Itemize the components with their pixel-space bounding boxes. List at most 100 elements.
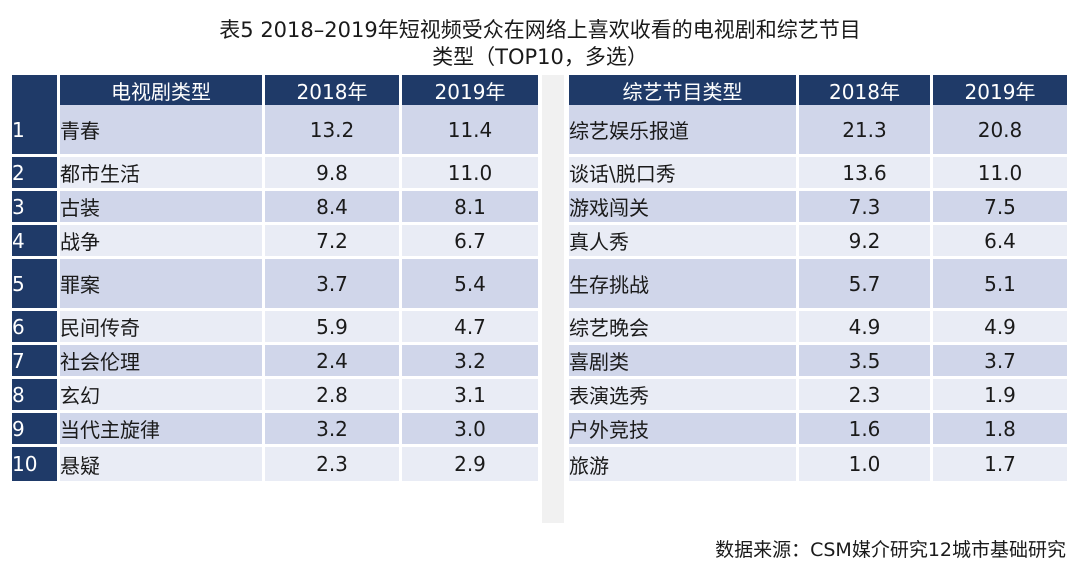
value-2019-cell: 1.7	[933, 447, 1067, 481]
drama-type-cell: 战争	[60, 225, 265, 259]
value-2019-cell: 6.7	[402, 225, 538, 259]
variety-show-table: 综艺节目类型 2018年 2019年 综艺娱乐报道 21.3 20.8 谈话\脱口秀 1…	[569, 75, 1067, 481]
table-row: 8 玄幻 2.8 3.1	[12, 379, 538, 413]
rank-cell: 4	[12, 225, 60, 259]
drama-type-cell: 当代主旋律	[60, 413, 265, 447]
value-2018-cell: 1.6	[799, 413, 933, 447]
value-2019-cell: 11.4	[402, 105, 538, 157]
value-2018-cell: 8.4	[265, 191, 402, 225]
rank-cell: 6	[12, 311, 60, 345]
table-row: 10 悬疑 2.3 2.9	[12, 447, 538, 481]
table-row: 1 青春 13.2 11.4	[12, 105, 538, 157]
table-row: 2 都市生活 9.8 11.0	[12, 157, 538, 191]
value-2018-cell: 2.8	[265, 379, 402, 413]
table-title-line-2: 类型（TOP10，多选）	[432, 45, 648, 69]
variety-type-cell: 旅游	[569, 447, 799, 481]
value-2018-cell: 13.2	[265, 105, 402, 157]
value-2019-cell: 8.1	[402, 191, 538, 225]
value-2019-cell: 5.1	[933, 259, 1067, 311]
variety-type-cell: 综艺晚会	[569, 311, 799, 345]
value-2018-cell: 9.8	[265, 157, 402, 191]
data-source: 数据来源：CSM媒介研究12城市基础研究	[715, 539, 1066, 561]
table-row: 7 社会伦理 2.4 3.2	[12, 345, 538, 379]
variety-type-cell: 综艺娱乐报道	[569, 105, 799, 157]
value-2018-cell: 2.3	[265, 447, 402, 481]
drama-type-cell: 古装	[60, 191, 265, 225]
rank-cell: 8	[12, 379, 60, 413]
table-row: 表演选秀 2.3 1.9	[569, 379, 1067, 413]
value-2018-cell: 7.3	[799, 191, 933, 225]
table-row: 游戏闯关 7.3 7.5	[569, 191, 1067, 225]
variety-type-cell: 谈话\脱口秀	[569, 157, 799, 191]
table-row: 综艺晚会 4.9 4.9	[569, 311, 1067, 345]
value-2019-cell: 20.8	[933, 105, 1067, 157]
value-2018-cell: 3.2	[265, 413, 402, 447]
value-2018-cell: 4.9	[799, 311, 933, 345]
rank-cell: 1	[12, 105, 60, 157]
variety-type-cell: 户外竞技	[569, 413, 799, 447]
table-divider	[542, 75, 564, 523]
table-row: 生存挑战 5.7 5.1	[569, 259, 1067, 311]
value-2019-cell: 11.0	[933, 157, 1067, 191]
rank-cell: 7	[12, 345, 60, 379]
table-row: 综艺娱乐报道 21.3 20.8	[569, 105, 1067, 157]
variety-type-cell: 喜剧类	[569, 345, 799, 379]
year-2018-header: 2018年	[799, 75, 933, 105]
table-row: 3 古装 8.4 8.1	[12, 191, 538, 225]
value-2019-cell: 1.9	[933, 379, 1067, 413]
year-2018-header: 2018年	[265, 75, 402, 105]
rank-cell: 9	[12, 413, 60, 447]
rank-cell: 3	[12, 191, 60, 225]
value-2019-cell: 11.0	[402, 157, 538, 191]
drama-type-cell: 罪案	[60, 259, 265, 311]
drama-type-cell: 青春	[60, 105, 265, 157]
value-2019-cell: 7.5	[933, 191, 1067, 225]
year-2019-header: 2019年	[933, 75, 1067, 105]
drama-type-cell: 社会伦理	[60, 345, 265, 379]
value-2018-cell: 7.2	[265, 225, 402, 259]
table-row: 9 当代主旋律 3.2 3.0	[12, 413, 538, 447]
rank-header	[12, 75, 60, 105]
year-2019-header: 2019年	[402, 75, 538, 105]
value-2019-cell: 4.9	[933, 311, 1067, 345]
rank-cell: 2	[12, 157, 60, 191]
value-2018-cell: 3.7	[265, 259, 402, 311]
table-row: 4 战争 7.2 6.7	[12, 225, 538, 259]
table-row: 谈话\脱口秀 13.6 11.0	[569, 157, 1067, 191]
value-2019-cell: 3.7	[933, 345, 1067, 379]
table-row: 6 民间传奇 5.9 4.7	[12, 311, 538, 345]
table-row: 户外竞技 1.6 1.8	[569, 413, 1067, 447]
table-row: 旅游 1.0 1.7	[569, 447, 1067, 481]
variety-type-cell: 游戏闯关	[569, 191, 799, 225]
value-2019-cell: 3.1	[402, 379, 538, 413]
rank-cell: 10	[12, 447, 60, 481]
value-2018-cell: 13.6	[799, 157, 933, 191]
value-2019-cell: 6.4	[933, 225, 1067, 259]
value-2018-cell: 9.2	[799, 225, 933, 259]
value-2018-cell: 2.3	[799, 379, 933, 413]
tv-drama-table: 电视剧类型 2018年 2019年 1 青春 13.2 11.4 2 都市生活 9.8 11.…	[12, 75, 538, 481]
value-2019-cell: 3.2	[402, 345, 538, 379]
variety-type-cell: 真人秀	[569, 225, 799, 259]
table-row: 真人秀 9.2 6.4	[569, 225, 1067, 259]
value-2019-cell: 3.0	[402, 413, 538, 447]
value-2019-cell: 4.7	[402, 311, 538, 345]
tv-drama-header-row: 电视剧类型 2018年 2019年	[12, 75, 538, 105]
table-title-line-1: 表5 2018–2019年短视频受众在网络上喜欢收看的电视剧和综艺节目	[219, 18, 861, 42]
drama-type-header: 电视剧类型	[60, 75, 265, 105]
value-2019-cell: 5.4	[402, 259, 538, 311]
value-2018-cell: 3.5	[799, 345, 933, 379]
value-2018-cell: 5.9	[265, 311, 402, 345]
variety-type-header: 综艺节目类型	[569, 75, 799, 105]
variety-header-row: 综艺节目类型 2018年 2019年	[569, 75, 1067, 105]
value-2018-cell: 5.7	[799, 259, 933, 311]
drama-type-cell: 都市生活	[60, 157, 265, 191]
drama-type-cell: 民间传奇	[60, 311, 265, 345]
value-2018-cell: 21.3	[799, 105, 933, 157]
drama-type-cell: 玄幻	[60, 379, 265, 413]
value-2018-cell: 1.0	[799, 447, 933, 481]
table-row: 5 罪案 3.7 5.4	[12, 259, 538, 311]
drama-type-cell: 悬疑	[60, 447, 265, 481]
value-2019-cell: 1.8	[933, 413, 1067, 447]
value-2018-cell: 2.4	[265, 345, 402, 379]
